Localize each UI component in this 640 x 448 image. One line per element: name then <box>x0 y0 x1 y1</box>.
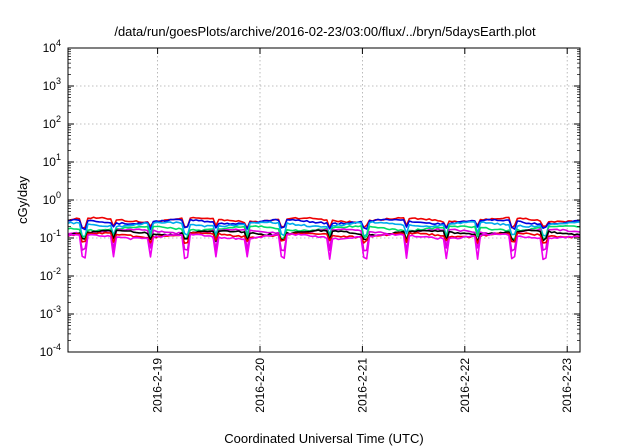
y-tick-label: 102 <box>43 114 61 131</box>
x-axis-label: Coordinated Universal Time (UTC) <box>224 431 423 446</box>
x-tick-label: 2016-2-19 <box>151 358 165 413</box>
y-axis-label: cGy/day <box>15 176 30 224</box>
series-group <box>67 216 581 261</box>
series-line <box>67 220 581 238</box>
x-tick-label: 2016-2-20 <box>253 358 267 413</box>
series-line <box>67 225 581 241</box>
x-tick-label: 2016-2-22 <box>458 358 472 413</box>
y-tick-label: 10-4 <box>40 342 61 359</box>
y-tick-label: 103 <box>43 76 61 93</box>
x-tick-label: 2016-2-23 <box>560 358 574 413</box>
series-line <box>67 229 581 243</box>
chart-title: /data/run/goesPlots/archive/2016-02-23/0… <box>114 24 536 39</box>
y-tick-label: 10-3 <box>40 304 61 321</box>
x-tick-label: 2016-2-21 <box>355 358 369 413</box>
y-tick-label: 104 <box>43 38 61 55</box>
y-tick-label: 100 <box>43 190 61 207</box>
y-tick-label: 10-1 <box>40 228 61 245</box>
x-axis: 2016-2-19 2016-2-20 2016-2-21 2016-2-22 2016… <box>151 48 574 413</box>
y-axis: 10-4 10-3 10-2 10-1 100 101 102 103 104 <box>40 38 580 359</box>
y-tick-label: 10-2 <box>40 266 61 283</box>
y-tick-label: 101 <box>43 152 61 169</box>
series-line <box>67 233 581 261</box>
grid <box>68 48 580 352</box>
series-line <box>67 218 581 231</box>
